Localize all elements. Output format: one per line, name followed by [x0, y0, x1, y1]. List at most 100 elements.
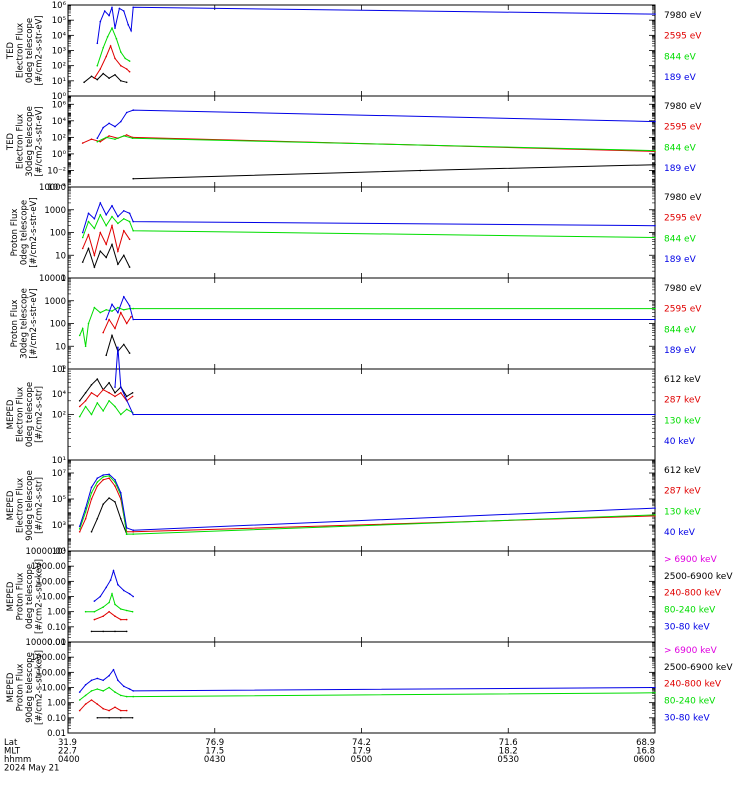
data-point	[102, 615, 104, 617]
y-tick-label: 10⁻²	[47, 166, 66, 176]
data-point	[111, 243, 113, 246]
y-tick-label: 100.00	[36, 577, 66, 587]
panel-1: 10⁰ 10¹ 10² 10³ 10⁴ 10⁵ 10⁶ TED Electron Flux 0de…	[6, 1, 702, 102]
data-point	[105, 309, 107, 311]
data-point	[130, 30, 132, 32]
data-point	[96, 485, 99, 487]
y-tick-label: 10⁴	[52, 31, 67, 41]
data-point	[96, 140, 99, 143]
series-line-5-4	[114, 347, 655, 415]
data-point	[131, 395, 134, 398]
data-point	[96, 677, 99, 680]
data-point	[125, 630, 128, 633]
data-point	[114, 386, 116, 388]
data-point	[105, 256, 107, 259]
data-point	[114, 138, 116, 140]
y-axis-label: TED	[6, 41, 16, 60]
data-point	[87, 247, 90, 250]
data-point	[96, 78, 99, 81]
data-point	[105, 243, 107, 246]
data-point	[132, 413, 134, 416]
y-axis-label: Electron Flux	[16, 387, 26, 442]
y-axis-label: [#/cm2-s-str-keV]	[35, 559, 45, 634]
data-point	[132, 695, 134, 698]
x-tick-label: 17.9	[352, 747, 371, 757]
data-point	[118, 7, 121, 10]
data-point	[654, 514, 656, 516]
data-point	[117, 679, 119, 682]
y-axis-label: MEPED	[6, 490, 16, 520]
data-point	[117, 215, 119, 218]
x-row-label: Lat	[4, 738, 18, 748]
data-point	[108, 400, 110, 402]
data-point	[123, 210, 125, 212]
legend-label: 287 keV	[664, 487, 701, 497]
data-point	[102, 679, 104, 682]
data-point	[120, 64, 122, 67]
y-axis-label: 30deg telescope	[25, 106, 35, 177]
data-point	[108, 14, 110, 17]
y-tick-label: 100	[50, 320, 66, 330]
legend-label: 189 eV	[664, 164, 697, 174]
y-tick-label: 10⁰	[52, 92, 67, 102]
data-point	[112, 569, 115, 572]
data-point	[114, 691, 116, 693]
data-point	[132, 318, 134, 321]
data-point	[90, 630, 93, 633]
data-point	[128, 593, 131, 595]
panel-5: 10¹ 10² 10³ 10⁴ MEPED Electron Flux 0deg teles…	[6, 346, 701, 466]
data-point	[99, 214, 102, 216]
data-point	[90, 384, 93, 386]
data-point	[84, 507, 87, 509]
data-point	[120, 311, 122, 314]
data-point	[102, 606, 104, 608]
data-point	[78, 400, 81, 402]
y-tick-label: 10³	[52, 47, 66, 57]
y-tick-label: 10⁴	[52, 390, 67, 400]
legend-label: 30-80 keV	[664, 713, 710, 723]
data-point	[78, 709, 81, 712]
data-point	[111, 27, 113, 29]
y-axis-label: 90deg telescope	[25, 470, 35, 541]
data-point	[117, 222, 119, 225]
data-point	[117, 306, 119, 309]
legend-label: 7980 eV	[664, 11, 702, 21]
x-tick-label: 18.2	[499, 747, 518, 757]
data-point	[123, 309, 125, 311]
data-point	[123, 295, 125, 298]
data-point	[654, 236, 656, 239]
data-point	[102, 47, 104, 49]
data-point	[128, 238, 131, 241]
data-point	[125, 695, 128, 698]
y-axis-label: MEPED	[6, 672, 16, 702]
y-axis-label: Electron Flux	[16, 23, 26, 78]
data-point	[114, 57, 116, 60]
data-point	[654, 507, 656, 509]
data-point	[99, 311, 102, 314]
legend-label: 40 keV	[664, 528, 696, 538]
data-point	[84, 694, 87, 697]
y-tick-label: 10⁴	[52, 117, 67, 127]
data-point	[99, 68, 102, 70]
data-point	[114, 405, 116, 408]
data-point	[96, 137, 99, 139]
y-tick-label: 1	[61, 365, 66, 375]
data-point	[96, 518, 99, 520]
data-point	[103, 10, 106, 12]
data-point	[78, 405, 81, 408]
x-tick-label: 16.8	[636, 747, 655, 757]
data-point	[120, 80, 122, 82]
y-axis-label: [#/cm2-s-str]	[35, 386, 45, 443]
legend-label: 240-800 keV	[664, 680, 722, 690]
y-tick-label: 10⁵	[52, 16, 66, 26]
data-point	[132, 109, 134, 111]
data-point	[105, 136, 107, 139]
data-point	[125, 533, 128, 535]
y-tick-label: 100.00	[36, 668, 66, 678]
data-point	[123, 685, 125, 688]
data-point	[90, 413, 93, 416]
y-tick-label: 10²	[52, 62, 66, 72]
data-point	[117, 311, 119, 314]
date-label: 2024 May 21	[4, 764, 59, 774]
series-line-4-2	[102, 311, 132, 333]
